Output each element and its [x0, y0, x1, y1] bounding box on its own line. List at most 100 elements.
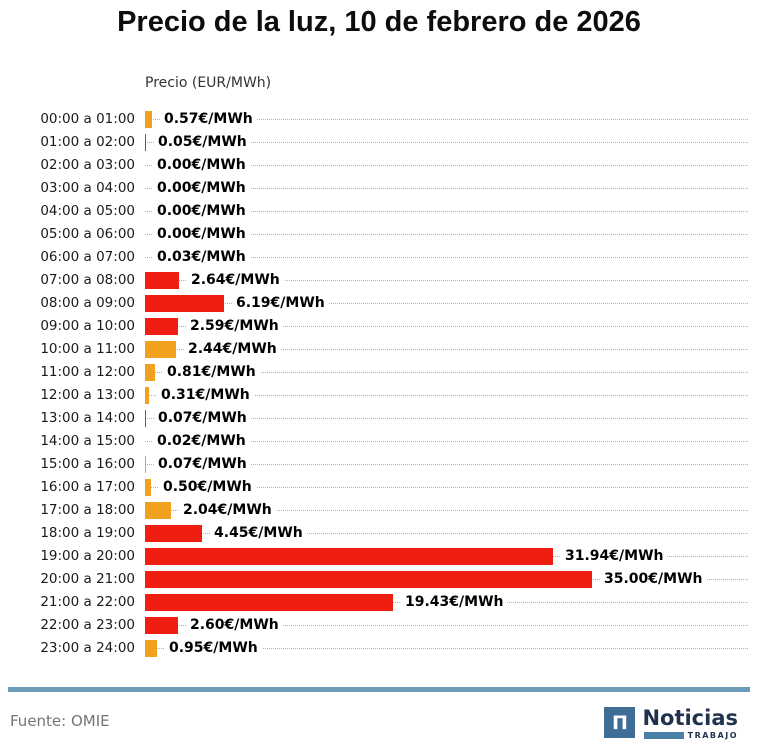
price-value-label: 0.02€/MWh	[153, 430, 250, 453]
time-range-label: 16:00 a 17:00	[40, 479, 135, 495]
time-range-label: 09:00 a 10:00	[40, 318, 135, 334]
price-bar	[145, 594, 393, 611]
price-bar	[145, 525, 202, 542]
time-range-label: 20:00 a 21:00	[40, 571, 135, 587]
price-bar	[145, 387, 149, 404]
price-value-label: 0.00€/MWh	[153, 200, 250, 223]
time-range-label: 17:00 a 18:00	[40, 502, 135, 518]
chart-row: 02:00 a 03:00 0.00€/MWh	[0, 154, 758, 177]
price-value-label: 0.07€/MWh	[154, 407, 251, 430]
dotted-leader-line	[145, 441, 748, 442]
dotted-leader-line	[145, 648, 748, 649]
price-bar	[145, 295, 224, 312]
price-value-label: 4.45€/MWh	[210, 522, 307, 545]
dotted-leader-line	[145, 372, 748, 373]
dotted-leader-line	[145, 625, 748, 626]
price-value-label: 0.00€/MWh	[153, 223, 250, 246]
time-range-label: 10:00 a 11:00	[40, 341, 135, 357]
price-bar	[145, 364, 155, 381]
dotted-leader-line	[145, 349, 748, 350]
time-range-label: 06:00 a 07:00	[40, 249, 135, 265]
price-value-label: 2.44€/MWh	[184, 338, 281, 361]
dotted-leader-line	[145, 165, 748, 166]
time-range-label: 13:00 a 14:00	[40, 410, 135, 426]
chart-row: 23:00 a 24:00 0.95€/MWh	[0, 637, 758, 660]
dotted-leader-line	[145, 418, 748, 419]
time-range-label: 04:00 a 05:00	[40, 203, 135, 219]
price-value-label: 2.59€/MWh	[186, 315, 283, 338]
chart-row: 07:00 a 08:00 2.64€/MWh	[0, 269, 758, 292]
dotted-leader-line	[145, 303, 748, 304]
chart-row: 14:00 a 15:00 0.02€/MWh	[0, 430, 758, 453]
dotted-leader-line	[145, 142, 748, 143]
price-value-label: 35.00€/MWh	[600, 568, 707, 591]
chart-row: 06:00 a 07:00 0.03€/MWh	[0, 246, 758, 269]
time-range-label: 18:00 a 19:00	[40, 525, 135, 541]
dotted-leader-line	[145, 510, 748, 511]
time-range-label: 11:00 a 12:00	[40, 364, 135, 380]
time-range-label: 00:00 a 01:00	[40, 111, 135, 127]
chart-row: 19:00 a 20:00 31.94€/MWh	[0, 545, 758, 568]
chart-row: 11:00 a 12:00 0.81€/MWh	[0, 361, 758, 384]
price-value-label: 2.64€/MWh	[187, 269, 284, 292]
price-value-label: 0.05€/MWh	[154, 131, 251, 154]
chart-row: 12:00 a 13:00 0.31€/MWh	[0, 384, 758, 407]
chart-row: 03:00 a 04:00 0.00€/MWh	[0, 177, 758, 200]
price-bar	[145, 272, 179, 289]
divider-line	[8, 687, 750, 692]
dotted-leader-line	[145, 234, 748, 235]
chart-row: 15:00 a 16:00 0.07€/MWh	[0, 453, 758, 476]
time-range-label: 01:00 a 02:00	[40, 134, 135, 150]
price-value-label: 0.95€/MWh	[165, 637, 262, 660]
price-value-label: 19.43€/MWh	[401, 591, 508, 614]
time-range-label: 19:00 a 20:00	[40, 548, 135, 564]
time-range-label: 03:00 a 04:00	[40, 180, 135, 196]
chart-row: 04:00 a 05:00 0.00€/MWh	[0, 200, 758, 223]
price-value-label: 0.03€/MWh	[153, 246, 250, 269]
chart-row: 17:00 a 18:00 2.04€/MWh	[0, 499, 758, 522]
chart-row: 18:00 a 19:00 4.45€/MWh	[0, 522, 758, 545]
chart-row: 22:00 a 23:00 2.60€/MWh	[0, 614, 758, 637]
chart-row: 05:00 a 06:00 0.00€/MWh	[0, 223, 758, 246]
price-value-label: 0.57€/MWh	[160, 108, 257, 131]
price-value-label: 0.81€/MWh	[163, 361, 260, 384]
time-range-label: 12:00 a 13:00	[40, 387, 135, 403]
noticias-trabajo-logo: Π Noticias TRABAJO	[604, 707, 738, 740]
price-value-label: 2.60€/MWh	[186, 614, 283, 637]
price-bar	[145, 341, 176, 358]
dotted-leader-line	[145, 326, 748, 327]
dotted-leader-line	[145, 211, 748, 212]
chart-row: 13:00 a 14:00 0.07€/MWh	[0, 407, 758, 430]
price-value-label: 6.19€/MWh	[232, 292, 329, 315]
price-value-label: 0.31€/MWh	[157, 384, 254, 407]
price-bar	[145, 134, 146, 151]
price-bar	[145, 479, 151, 496]
time-range-label: 23:00 a 24:00	[40, 640, 135, 656]
price-value-label: 0.00€/MWh	[153, 177, 250, 200]
price-bar-chart: 00:00 a 01:00 0.57€/MWh 01:00 a 02:00 0.05€…	[0, 108, 758, 661]
dotted-leader-line	[145, 280, 748, 281]
dotted-leader-line	[145, 395, 748, 396]
chart-row: 08:00 a 09:00 6.19€/MWh	[0, 292, 758, 315]
logo-subrow: TRABAJO	[642, 731, 738, 740]
axis-label: Precio (EUR/MWh)	[145, 75, 272, 91]
price-bar	[145, 410, 146, 427]
price-value-label: 0.50€/MWh	[159, 476, 256, 499]
chart-row: 01:00 a 02:00 0.05€/MWh	[0, 131, 758, 154]
dotted-leader-line	[145, 188, 748, 189]
price-bar	[145, 571, 592, 588]
dotted-leader-line	[145, 119, 748, 120]
chart-row: 10:00 a 11:00 2.44€/MWh	[0, 338, 758, 361]
time-range-label: 22:00 a 23:00	[40, 617, 135, 633]
time-range-label: 05:00 a 06:00	[40, 226, 135, 242]
chart-row: 20:00 a 21:00 35.00€/MWh	[0, 568, 758, 591]
logo-bar-icon	[643, 732, 684, 739]
dotted-leader-line	[145, 487, 748, 488]
price-bar	[145, 502, 171, 519]
price-value-label: 0.07€/MWh	[154, 453, 251, 476]
price-bar	[145, 318, 178, 335]
price-value-label: 0.00€/MWh	[153, 154, 250, 177]
price-bar	[145, 548, 553, 565]
chart-row: 00:00 a 01:00 0.57€/MWh	[0, 108, 758, 131]
